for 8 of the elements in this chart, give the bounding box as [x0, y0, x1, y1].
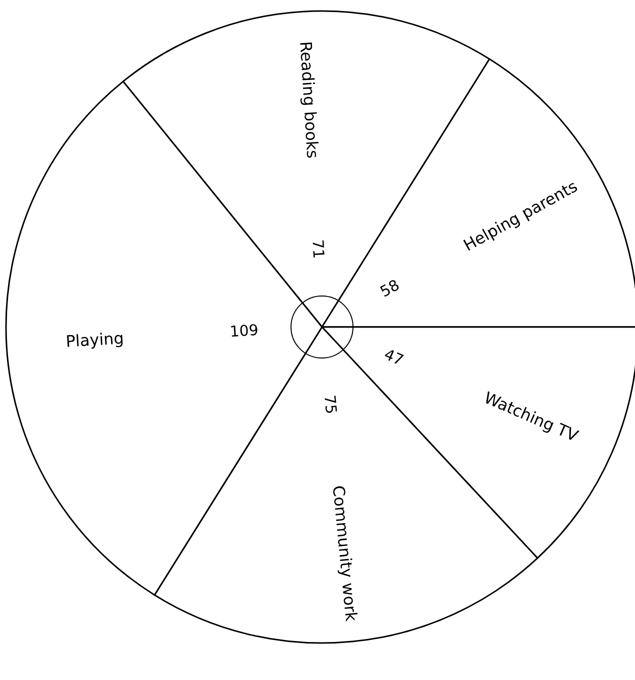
slice-label: Playing	[65, 328, 124, 352]
slice-label: Community work	[328, 484, 361, 623]
data-label: 71	[308, 239, 328, 260]
slice-label: Reading books	[296, 40, 322, 159]
data-label: 75	[320, 394, 340, 415]
data-label: 109	[229, 321, 259, 341]
data-label: 58	[377, 276, 402, 301]
data-label: 47	[382, 345, 406, 370]
